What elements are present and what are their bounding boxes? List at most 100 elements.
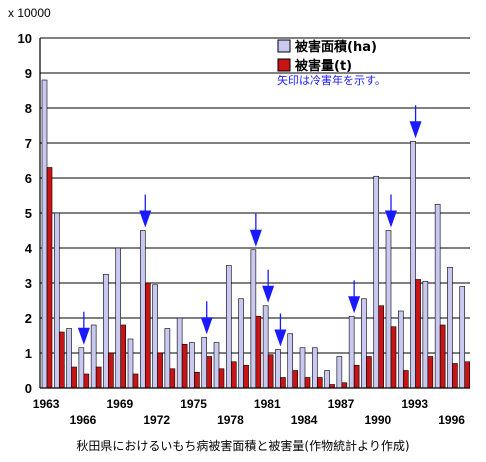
bar-area bbox=[53, 212, 60, 389]
y-tick-label: 8 bbox=[25, 101, 32, 116]
chart-caption: 秋田県におけるいもち病被害面積と被害量(作物統計より作成) bbox=[76, 438, 409, 453]
bar-amount bbox=[304, 377, 311, 389]
bar-area bbox=[361, 298, 367, 389]
bar-amount bbox=[402, 370, 409, 389]
bar-area bbox=[250, 249, 257, 389]
bar-amount bbox=[353, 364, 360, 389]
bar-amount bbox=[464, 361, 471, 389]
bar-area bbox=[176, 317, 183, 389]
bar-amount bbox=[157, 352, 163, 389]
x-tick-label: 1966 bbox=[70, 413, 97, 427]
bar-amount bbox=[120, 324, 127, 389]
bar-amount bbox=[292, 370, 299, 389]
bar-area bbox=[385, 230, 392, 389]
bar-amount bbox=[46, 167, 53, 389]
x-tick-label: 1981 bbox=[254, 397, 281, 411]
bars bbox=[41, 79, 471, 389]
bar-area bbox=[115, 247, 122, 389]
bar-area bbox=[311, 347, 318, 389]
bar-amount bbox=[95, 366, 102, 389]
legend-swatch-area bbox=[277, 39, 291, 53]
bar-amount bbox=[83, 373, 90, 389]
bar-area bbox=[41, 79, 48, 389]
bar-amount bbox=[366, 356, 372, 389]
bar-area bbox=[299, 347, 306, 389]
bar-area bbox=[447, 266, 453, 389]
bar-amount bbox=[230, 361, 237, 389]
x-tick-label: 1987 bbox=[328, 397, 355, 411]
y-tick-label: 6 bbox=[25, 171, 32, 186]
arrow-head bbox=[274, 329, 287, 347]
arrow-head bbox=[385, 210, 397, 228]
legend: 被害面積(ha) 被害量(t) 矢印は冷害年を示す。 bbox=[277, 39, 386, 87]
bar-area bbox=[373, 175, 380, 389]
arrow-head bbox=[139, 210, 152, 228]
bar-amount bbox=[58, 331, 65, 389]
bar-area bbox=[78, 347, 85, 389]
bar-area bbox=[189, 342, 195, 389]
x-tick-label: 1972 bbox=[143, 413, 170, 427]
bar-area bbox=[262, 305, 269, 389]
x-tick-label: 1969 bbox=[107, 397, 134, 411]
bar-amount bbox=[255, 315, 262, 389]
y-tick-label: 9 bbox=[25, 66, 32, 81]
bar-area bbox=[324, 370, 330, 389]
bar-area bbox=[434, 203, 441, 389]
x-tick-label: 1984 bbox=[291, 413, 318, 427]
axes bbox=[39, 38, 470, 389]
y-tick-label: 1 bbox=[25, 346, 32, 361]
bar-area bbox=[213, 342, 220, 389]
arrow-head bbox=[348, 296, 361, 314]
bar-amount bbox=[267, 354, 274, 389]
bar-amount bbox=[218, 368, 225, 389]
bar-amount bbox=[280, 377, 286, 389]
bar-area bbox=[348, 315, 355, 389]
bar-amount bbox=[71, 366, 77, 389]
bar-amount bbox=[169, 368, 176, 389]
bar-area bbox=[127, 338, 134, 389]
x-tick-label: 1975 bbox=[180, 397, 207, 411]
bar-amount bbox=[108, 352, 114, 389]
bar-area bbox=[225, 265, 232, 389]
bar-amount bbox=[415, 279, 421, 389]
y-tick-label: 2 bbox=[25, 311, 32, 326]
arrow-head bbox=[249, 229, 262, 247]
grid bbox=[40, 37, 470, 354]
bar-area bbox=[103, 273, 109, 389]
bar-area bbox=[139, 230, 146, 389]
arrow-head bbox=[409, 121, 422, 139]
bar-amount bbox=[390, 326, 397, 389]
arrow-head bbox=[200, 317, 213, 335]
bar-amount bbox=[439, 324, 446, 389]
bar-amount bbox=[316, 377, 323, 389]
bar-area bbox=[287, 333, 294, 389]
bar-area bbox=[410, 140, 416, 389]
cold-year-arrows bbox=[77, 105, 422, 347]
bar-amount bbox=[194, 371, 200, 389]
legend-label-area: 被害面積(ha) bbox=[294, 39, 377, 55]
bar-area bbox=[152, 284, 158, 389]
bar-area bbox=[90, 324, 97, 389]
x-tick-label: 1993 bbox=[401, 397, 428, 411]
y-axis-title: x 10000 bbox=[8, 6, 51, 20]
bar-amount bbox=[243, 364, 249, 389]
x-tick-label: 1978 bbox=[217, 413, 244, 427]
bar-area bbox=[336, 356, 343, 389]
x-tick-label: 1996 bbox=[438, 413, 465, 427]
y-tick-label: 7 bbox=[25, 136, 32, 151]
y-tick-labels: 0 1 2 3 4 5 6 7 8 9 10 bbox=[18, 31, 33, 396]
arrow-head bbox=[77, 327, 90, 345]
x-tick-label: 1990 bbox=[365, 413, 392, 427]
x-tick-label: 1963 bbox=[33, 397, 60, 411]
legend-swatch-amount bbox=[277, 58, 291, 72]
bar-area bbox=[201, 336, 208, 389]
bar-amount bbox=[144, 282, 151, 389]
bar-amount bbox=[378, 305, 385, 389]
y-tick-label: 3 bbox=[25, 276, 32, 291]
bar-amount bbox=[132, 373, 139, 389]
bar-area bbox=[275, 349, 281, 389]
bar-area bbox=[66, 328, 72, 389]
y-tick-label: 4 bbox=[25, 241, 33, 256]
bar-amount bbox=[341, 382, 348, 389]
